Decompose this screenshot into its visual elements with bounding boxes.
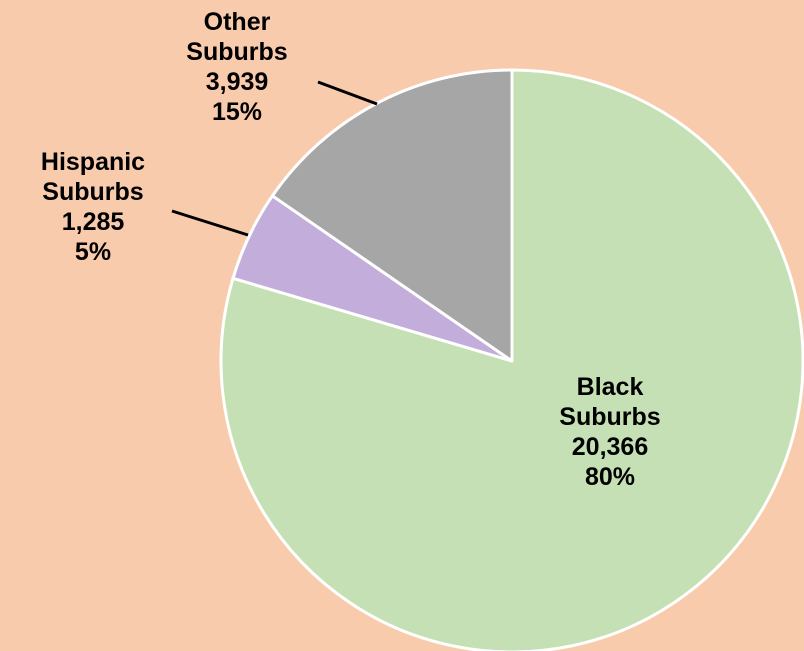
- leader-line-hispanic-suburbs: [171, 209, 249, 237]
- data-label-other-suburbs: Other Suburbs 3,939 15%: [186, 8, 287, 126]
- data-label-hispanic-suburbs: Hispanic Suburbs 1,285 5%: [41, 148, 145, 266]
- leader-line-other-suburbs: [317, 80, 378, 106]
- data-label-black-suburbs: Black Suburbs 20,366 80%: [559, 373, 660, 491]
- pie-slice-black-suburbs: [219, 68, 804, 651]
